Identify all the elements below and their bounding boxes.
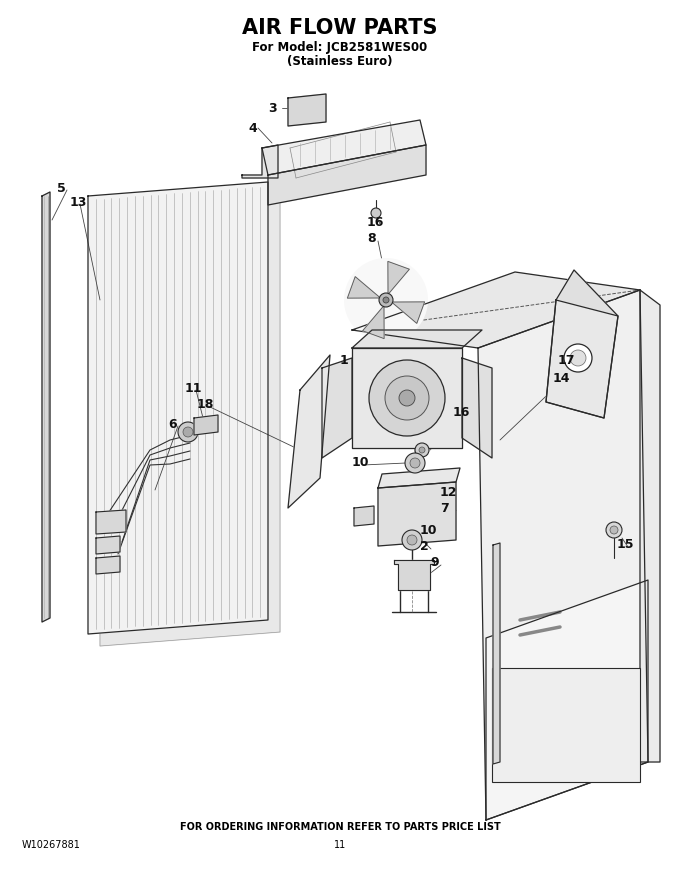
Circle shape bbox=[402, 530, 422, 550]
Text: 6: 6 bbox=[168, 417, 177, 430]
Text: 15: 15 bbox=[617, 539, 634, 552]
Polygon shape bbox=[362, 305, 384, 339]
Text: 9: 9 bbox=[430, 556, 439, 569]
Polygon shape bbox=[42, 192, 50, 622]
Circle shape bbox=[379, 293, 393, 307]
Text: AIR FLOW PARTS: AIR FLOW PARTS bbox=[242, 18, 438, 38]
Polygon shape bbox=[378, 468, 460, 488]
Circle shape bbox=[385, 376, 429, 420]
Circle shape bbox=[606, 522, 622, 538]
Text: 8: 8 bbox=[367, 231, 375, 245]
Text: 1: 1 bbox=[340, 354, 349, 366]
Text: 5: 5 bbox=[57, 181, 66, 194]
Text: 14: 14 bbox=[553, 371, 571, 385]
Text: 4: 4 bbox=[248, 121, 257, 135]
Text: 7: 7 bbox=[440, 502, 449, 515]
Polygon shape bbox=[194, 415, 218, 435]
Bar bbox=[492, 668, 640, 782]
Polygon shape bbox=[354, 506, 374, 526]
Circle shape bbox=[369, 360, 445, 436]
Circle shape bbox=[610, 526, 618, 534]
Polygon shape bbox=[88, 182, 268, 634]
Polygon shape bbox=[262, 120, 426, 175]
Text: 16: 16 bbox=[367, 216, 384, 229]
Polygon shape bbox=[394, 560, 434, 590]
Polygon shape bbox=[486, 580, 648, 820]
Text: 16: 16 bbox=[453, 407, 471, 420]
Polygon shape bbox=[352, 348, 462, 448]
Text: 10: 10 bbox=[352, 457, 369, 470]
Circle shape bbox=[399, 390, 415, 406]
Polygon shape bbox=[392, 302, 424, 323]
Circle shape bbox=[344, 258, 428, 342]
Polygon shape bbox=[242, 145, 278, 178]
Polygon shape bbox=[322, 358, 352, 458]
Circle shape bbox=[407, 535, 417, 545]
Text: 18: 18 bbox=[197, 398, 214, 410]
Text: For Model: JCB2581WES00: For Model: JCB2581WES00 bbox=[252, 41, 428, 55]
Polygon shape bbox=[493, 543, 500, 764]
Polygon shape bbox=[546, 270, 618, 418]
Polygon shape bbox=[288, 355, 330, 508]
Text: 11: 11 bbox=[185, 382, 203, 394]
Polygon shape bbox=[288, 94, 326, 126]
Circle shape bbox=[371, 208, 381, 218]
Text: FOR ORDERING INFORMATION REFER TO PARTS PRICE LIST: FOR ORDERING INFORMATION REFER TO PARTS … bbox=[180, 822, 500, 832]
Circle shape bbox=[178, 422, 198, 442]
Circle shape bbox=[383, 297, 389, 303]
Polygon shape bbox=[96, 536, 120, 554]
Polygon shape bbox=[546, 300, 618, 418]
Polygon shape bbox=[352, 272, 640, 348]
Text: 13: 13 bbox=[70, 195, 87, 209]
Circle shape bbox=[415, 443, 429, 457]
Polygon shape bbox=[268, 145, 426, 205]
Polygon shape bbox=[478, 290, 648, 820]
Text: 10: 10 bbox=[420, 524, 437, 537]
Polygon shape bbox=[100, 194, 280, 646]
Text: 12: 12 bbox=[440, 486, 458, 498]
Text: W10267881: W10267881 bbox=[22, 840, 81, 850]
Text: 3: 3 bbox=[268, 101, 277, 114]
Circle shape bbox=[564, 344, 592, 372]
Circle shape bbox=[419, 447, 425, 453]
Polygon shape bbox=[378, 482, 456, 546]
Polygon shape bbox=[640, 290, 660, 762]
Polygon shape bbox=[388, 261, 409, 295]
Polygon shape bbox=[96, 556, 120, 574]
Polygon shape bbox=[347, 276, 380, 298]
Polygon shape bbox=[462, 358, 492, 458]
Text: 2: 2 bbox=[420, 540, 429, 554]
Circle shape bbox=[405, 453, 425, 473]
Text: 17: 17 bbox=[558, 354, 575, 366]
Text: 11: 11 bbox=[334, 840, 346, 850]
Polygon shape bbox=[96, 510, 126, 534]
Circle shape bbox=[410, 458, 420, 468]
Circle shape bbox=[570, 350, 586, 366]
Circle shape bbox=[183, 427, 193, 437]
Text: (Stainless Euro): (Stainless Euro) bbox=[287, 55, 393, 68]
Polygon shape bbox=[352, 330, 482, 348]
